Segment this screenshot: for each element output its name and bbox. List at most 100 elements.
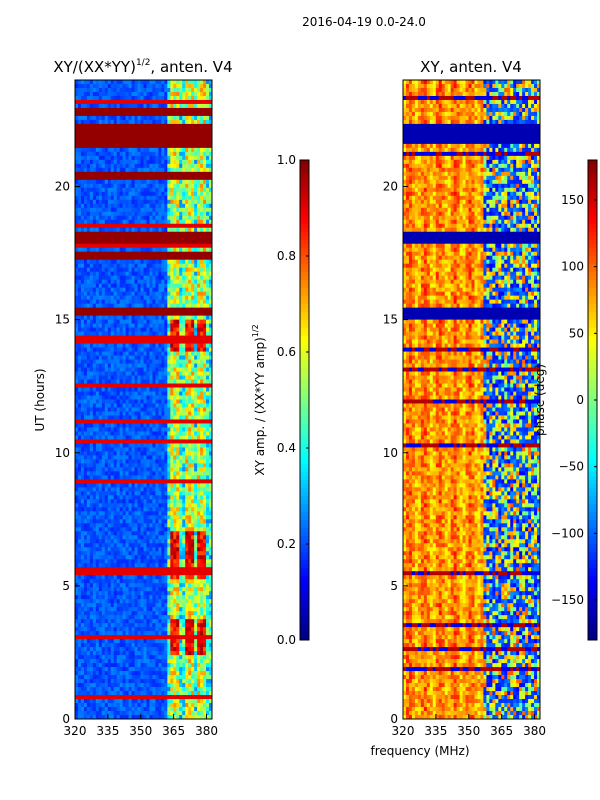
heatmap-cell	[101, 263, 106, 269]
heatmap-cell	[146, 399, 150, 404]
heatmap-cell	[122, 343, 127, 349]
heatmap-cell	[110, 171, 115, 177]
heatmap-cell	[176, 199, 180, 205]
heatmap-cell	[152, 95, 156, 101]
heatmap-cell	[77, 339, 82, 345]
heatmap-cell	[86, 435, 91, 440]
heatmap-cell	[146, 135, 150, 141]
heatmap-cell	[146, 163, 150, 169]
heatmap-cell	[182, 431, 186, 436]
heatmap-cell	[158, 491, 162, 496]
heatmap-cell	[167, 355, 171, 361]
heatmap-cell	[140, 463, 144, 468]
heatmap-cell	[194, 303, 198, 309]
heatmap-cell	[98, 483, 103, 488]
heatmap-cell	[143, 351, 147, 357]
heatmap-cell	[134, 511, 139, 516]
heatmap-cell	[75, 351, 79, 357]
heatmap-cell	[194, 207, 198, 213]
heatmap-cell	[95, 243, 100, 249]
heatmap-cell	[158, 507, 162, 512]
heatmap-cell	[176, 95, 180, 101]
heatmap-cell	[89, 239, 94, 245]
heatmap-cell	[203, 387, 207, 393]
heatmap-cell	[137, 147, 142, 153]
heatmap-cell	[125, 307, 130, 313]
heatmap-cell	[98, 315, 103, 321]
heatmap-cell	[158, 171, 162, 177]
heatmap-cell	[194, 87, 198, 93]
heatmap-cell	[170, 407, 174, 412]
heatmap-cell	[149, 167, 153, 173]
heatmap-cell	[158, 99, 162, 105]
heatmap-cell	[182, 319, 186, 325]
heatmap-cell	[77, 167, 82, 173]
heatmap-cell	[152, 139, 156, 145]
heatmap-cell	[206, 235, 210, 241]
heatmap-cell	[161, 259, 165, 265]
heatmap-cell	[167, 219, 171, 225]
heatmap-cell	[131, 331, 136, 337]
heatmap-cell	[200, 271, 204, 277]
heatmap-cell	[89, 167, 94, 173]
heatmap-cell	[203, 379, 207, 385]
heatmap-cell	[83, 355, 88, 361]
heatmap-cell	[125, 175, 130, 181]
heatmap-cell	[179, 279, 183, 285]
heatmap-cell	[188, 483, 192, 488]
heatmap-cell	[98, 411, 103, 416]
heatmap-cell	[95, 311, 100, 317]
heatmap-cell	[197, 235, 201, 241]
heatmap-cell	[137, 215, 142, 221]
heatmap-cell	[182, 295, 186, 301]
heatmap-cell	[146, 235, 150, 241]
heatmap-cell	[137, 103, 142, 109]
heatmap-cell	[98, 291, 103, 297]
heatmap-cell	[182, 80, 186, 85]
heatmap-cell	[75, 499, 79, 504]
heatmap-cell	[170, 471, 174, 476]
heatmap-cell	[158, 243, 162, 249]
heatmap-cell	[86, 271, 91, 277]
heatmap-cell	[119, 311, 124, 317]
heatmap-cell	[89, 491, 94, 496]
heatmap-cell	[122, 399, 127, 404]
heatmap-cell	[89, 171, 94, 177]
heatmap-cell	[176, 103, 180, 109]
heatmap-cell	[75, 283, 79, 289]
heatmap-cell	[95, 131, 100, 137]
heatmap-cell	[149, 259, 153, 265]
heatmap-cell	[164, 367, 168, 373]
heatmap-cell	[104, 175, 109, 181]
heatmap-cell	[86, 115, 91, 121]
heatmap-cell	[188, 463, 192, 468]
heatmap-cell	[134, 287, 139, 293]
heatmap-cell	[140, 459, 144, 464]
heatmap-cell	[92, 135, 97, 141]
heatmap-cell	[128, 167, 133, 173]
heatmap-cell	[152, 295, 156, 301]
heatmap-cell	[101, 443, 106, 448]
heatmap-cell	[86, 451, 91, 456]
heatmap-cell	[203, 451, 207, 456]
heatmap-cell	[143, 80, 147, 85]
heatmap-cell	[98, 491, 103, 496]
heatmap-cell	[116, 87, 121, 93]
heatmap-cell	[191, 107, 195, 113]
heatmap-cell	[95, 423, 100, 428]
heatmap-cell	[182, 271, 186, 277]
heatmap-cell	[200, 99, 204, 105]
heatmap-cell	[191, 375, 195, 381]
heatmap-cell	[128, 435, 133, 440]
heatmap-cell	[122, 391, 127, 396]
heatmap-cell	[137, 80, 142, 85]
heatmap-cell	[86, 307, 91, 313]
heatmap-cell	[146, 291, 150, 297]
heatmap-cell	[95, 251, 100, 257]
heatmap-cell	[182, 303, 186, 309]
heatmap-cell	[191, 143, 195, 149]
heatmap-cell	[200, 255, 204, 261]
heatmap-cell	[173, 347, 177, 353]
heatmap-cell	[101, 299, 106, 305]
heatmap-cell	[119, 367, 124, 373]
